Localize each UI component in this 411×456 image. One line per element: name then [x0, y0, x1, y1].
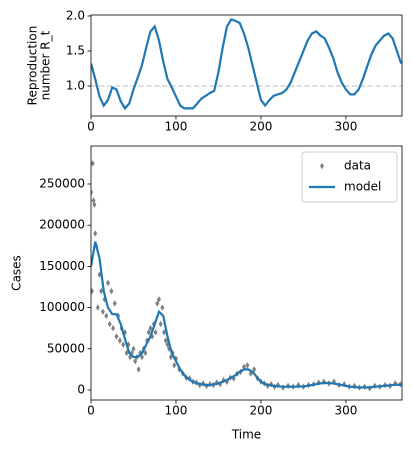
x-tick-label: 300	[334, 120, 357, 134]
data-line	[91, 241, 402, 389]
data-point	[99, 287, 104, 295]
data-point	[162, 329, 167, 336]
data-point	[95, 304, 100, 311]
axes-frame	[90, 145, 403, 401]
data-point	[91, 287, 94, 295]
data-point	[121, 341, 126, 348]
legend: data model	[301, 151, 398, 203]
data-point	[160, 304, 165, 311]
y-tick-label: 200000	[39, 218, 85, 232]
data-point	[92, 201, 97, 208]
data-point	[133, 357, 138, 365]
data-point	[139, 353, 144, 361]
y-tick-label: 1.5	[66, 43, 85, 57]
data-point	[172, 362, 177, 369]
legend-marker	[320, 162, 324, 170]
data-point	[91, 189, 93, 196]
data-point	[158, 320, 163, 328]
data-point	[146, 329, 151, 336]
data-point	[148, 324, 153, 332]
data-line	[91, 18, 402, 111]
x-tick-label: 0	[87, 120, 95, 134]
y-axis-label: number R_t	[39, 30, 53, 100]
y-tick-label: 1.0	[66, 78, 85, 92]
data-point	[93, 230, 98, 237]
y-tick-label: 50000	[47, 341, 85, 355]
plot-area	[91, 18, 402, 111]
data-point	[117, 337, 122, 344]
x-tick-label: 200	[249, 120, 272, 134]
y-axis-label: Reproduction	[26, 26, 40, 106]
data-point	[114, 333, 119, 340]
data-point	[109, 287, 114, 295]
data-point	[163, 337, 168, 344]
data-point	[143, 349, 148, 357]
data-point	[100, 308, 105, 315]
data-point	[105, 279, 110, 287]
data-point	[91, 160, 95, 167]
data-point	[112, 300, 117, 307]
x-tick-label: 100	[165, 404, 188, 418]
y-tick-label: 150000	[39, 259, 85, 273]
data-point	[107, 320, 112, 328]
legend-label: model	[344, 180, 381, 194]
data-point	[136, 366, 141, 373]
x-tick-label: 300	[334, 404, 357, 418]
y-tick-label: 2.0	[66, 8, 85, 22]
plot-area	[91, 160, 402, 392]
data-point	[111, 324, 116, 332]
legend-label: data	[344, 159, 371, 173]
data-point	[156, 296, 161, 303]
data-point	[245, 362, 250, 369]
x-axis-label: Time	[231, 428, 261, 442]
data-point	[153, 329, 158, 336]
data-point	[252, 366, 257, 373]
y-tick-label: 100000	[39, 300, 85, 314]
data-point	[155, 300, 160, 307]
data-point	[131, 345, 136, 352]
y-tick-label: 250000	[39, 176, 85, 190]
y-axis-label: Cases	[10, 255, 24, 291]
data-point	[104, 312, 109, 320]
x-tick-label: 200	[249, 404, 272, 418]
y-tick-label: 0	[77, 382, 85, 396]
legend-box	[301, 151, 398, 203]
x-tick-label: 100	[165, 120, 188, 134]
x-tick-label: 0	[87, 404, 95, 418]
axes-frame	[90, 14, 403, 117]
